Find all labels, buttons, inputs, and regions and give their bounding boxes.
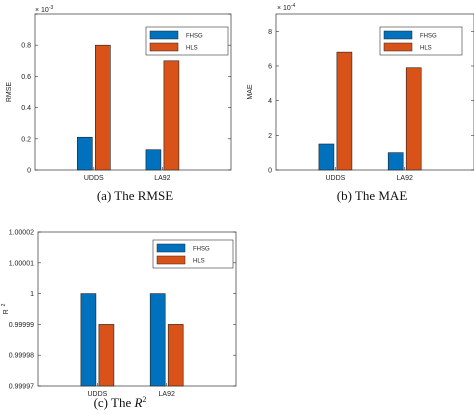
y-tick-label: 0.8 <box>21 43 31 50</box>
legend: FHSG HLS <box>145 26 229 56</box>
axis-multiplier: × 10-4 <box>277 3 295 12</box>
y-tick-label: 1 <box>30 291 34 298</box>
y-tick-label: 0.99999 <box>9 322 34 329</box>
chart-caption: (b) The MAE <box>337 188 408 203</box>
chart-3: 0.999970.999980.9999911.000011.00002R2UD… <box>1 230 237 410</box>
bar-hls-la92 <box>405 67 422 171</box>
bar-hls-la92 <box>167 324 184 387</box>
legend-swatch <box>149 42 179 52</box>
bar-hls-la92 <box>163 60 180 171</box>
x-tick-label: LA92 <box>159 391 175 398</box>
legend-label: HLS <box>186 46 198 52</box>
chart-caption: (a) The RMSE <box>97 188 173 203</box>
axes-box <box>37 231 237 387</box>
y-tick-label: 0 <box>27 168 31 175</box>
y-axis-label-main: RMSE <box>6 82 13 103</box>
y-tick-label: 0.99998 <box>9 353 34 360</box>
bar-fhsg-udds <box>318 143 335 171</box>
bar-hls-udds <box>336 51 353 171</box>
y-tick-label: 0.2 <box>21 136 31 143</box>
axis-multiplier: × 10-3 <box>35 5 53 14</box>
caption-sup: 2 <box>142 395 146 404</box>
legend-swatch <box>156 255 186 265</box>
y-tick-label: 4 <box>268 98 272 105</box>
legend-swatch <box>156 243 186 253</box>
legend-swatch <box>383 42 413 52</box>
legend-label: FHSG <box>420 34 437 40</box>
y-tick-label: 0 <box>268 168 272 175</box>
y-tick-label: 1.00002 <box>9 230 34 237</box>
bar-fhsg-la92 <box>145 149 162 171</box>
x-tick-label: LA92 <box>154 175 170 182</box>
legend-swatch <box>383 30 413 40</box>
y-tick-label: 0.4 <box>21 105 31 112</box>
caption-symbol: R <box>133 395 142 410</box>
legend-label: HLS <box>193 259 205 265</box>
y-tick-label: 6 <box>268 64 272 71</box>
y-axis-label-sup: 2 <box>1 303 7 306</box>
bar-fhsg-udds <box>80 293 97 387</box>
axis-multiplier-exp: -4 <box>291 3 296 9</box>
axis-multiplier-exp: -3 <box>49 5 54 11</box>
y-axis-label-main: MAE <box>247 84 254 100</box>
bar-fhsg-la92 <box>387 152 404 171</box>
axis-multiplier-base: × 10 <box>35 7 49 14</box>
x-tick-label: UDDS <box>84 175 104 182</box>
legend: FHSG HLS <box>152 239 234 269</box>
legend-label: FHSG <box>193 247 210 253</box>
legend: FHSG HLS <box>379 26 463 56</box>
legend-label: HLS <box>420 46 432 52</box>
axis-multiplier-base: × 10 <box>277 5 291 12</box>
chart-1: 0 0.2 0.4 0.6 0.8 RMSE × 10-3 UDDS LA92 FHSG HLS (a… <box>6 5 232 203</box>
x-tick-label: LA92 <box>397 175 413 182</box>
bar-hls-udds <box>98 324 115 387</box>
caption-prefix: (c) The <box>94 395 135 410</box>
legend-label: FHSG <box>186 34 203 40</box>
y-axis-label-main: R <box>3 309 10 314</box>
legend-swatch <box>149 30 179 40</box>
y-tick-label: 2 <box>268 133 272 140</box>
y-tick-label: 1.00001 <box>9 260 34 267</box>
bar-fhsg-udds <box>77 136 93 171</box>
y-axis-label: MAE <box>247 84 254 100</box>
y-tick-label: 8 <box>268 29 272 36</box>
chart-caption: (c) The R2 <box>94 395 147 410</box>
axes-box <box>34 13 232 171</box>
x-tick-label: UDDS <box>87 391 107 398</box>
y-axis-label: RMSE <box>6 82 13 103</box>
y-tick-label: 0.6 <box>21 74 31 81</box>
axes-box <box>275 13 474 171</box>
bar-fhsg-la92 <box>149 293 166 387</box>
y-tick-label: 0.99997 <box>9 384 34 391</box>
chart-2: 0 2 4 6 8 MAE × 10-4 UDDS LA92 FHSG HLS (b) The MAE <box>247 3 474 203</box>
y-axis-label: R2 <box>1 303 10 314</box>
bar-hls-udds <box>95 44 111 171</box>
x-tick-label: UDDS <box>325 175 345 182</box>
